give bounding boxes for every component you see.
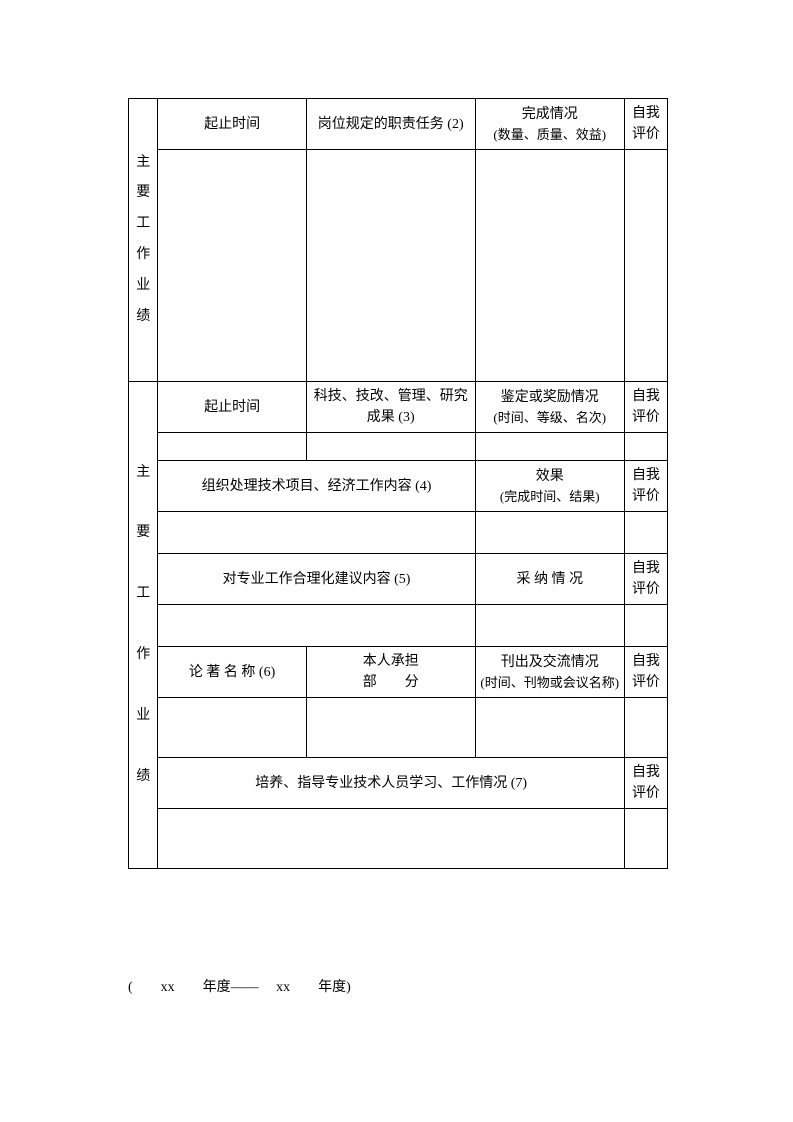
section1-data-completion xyxy=(475,150,624,382)
section2-row4-data-part xyxy=(306,698,475,758)
section2-row2-header-project: 组织处理技术项目、经济工作内容 (4) xyxy=(158,461,475,512)
section2-row2-data-project xyxy=(158,512,475,554)
section2-row3-data-eval xyxy=(624,605,667,647)
section2-row5-header-training: 培养、指导专业技术人员学习、工作情况 (7) xyxy=(158,758,624,809)
section2-row3-header-suggest: 对专业工作合理化建议内容 (5) xyxy=(158,554,475,605)
section2-row1-data-time xyxy=(158,433,306,461)
section2-row1-header-eval: 自我 评价 xyxy=(624,382,667,433)
section2-row4-data-publication xyxy=(158,698,306,758)
section2-row5-header-eval: 自我 评价 xyxy=(624,758,667,809)
section2-row1-header-result: 科技、技改、管理、研究成果 (3) xyxy=(306,382,475,433)
section1-header-time: 起止时间 xyxy=(158,99,306,150)
section1-data-eval xyxy=(624,150,667,382)
section2-row2-data-eval xyxy=(624,512,667,554)
section2-row5-data-eval xyxy=(624,809,667,869)
section2-row4-header-publish: 刊出及交流情况 (时间、刊物或会议名称) xyxy=(475,647,624,698)
section2-row2-header-eval: 自我 评价 xyxy=(624,461,667,512)
section2-row4-data-eval xyxy=(624,698,667,758)
section1-header-completion: 完成情况 (数量、质量、效益) xyxy=(475,99,624,150)
section1-header-eval: 自我 评价 xyxy=(624,99,667,150)
section2-row5-data-training xyxy=(158,809,624,869)
section2-row1-data-award xyxy=(475,433,624,461)
section2-row2-data-effect xyxy=(475,512,624,554)
section1-data-duty xyxy=(306,150,475,382)
section2-row1-data-eval xyxy=(624,433,667,461)
footer-year-range: ( xx 年度—— xx 年度) xyxy=(128,976,351,996)
section2-row3-data-adopt xyxy=(475,605,624,647)
section2-row1-header-time: 起止时间 xyxy=(158,382,306,433)
section2-row1-data-result xyxy=(306,433,475,461)
section1-header-duty: 岗位规定的职责任务 (2) xyxy=(306,99,475,150)
section2-row3-header-eval: 自我 评价 xyxy=(624,554,667,605)
section2-row4-data-publish xyxy=(475,698,624,758)
section2-row2-header-effect: 效果 (完成时间、结果) xyxy=(475,461,624,512)
section2-row1-header-award: 鉴定或奖励情况 (时间、等级、名次) xyxy=(475,382,624,433)
section2-row3-data-suggest xyxy=(158,605,475,647)
section2-label: 主 要 工 作 业 绩 xyxy=(129,382,158,869)
section1-label: 主 要 工 作 业 绩 xyxy=(129,99,158,382)
form-table: 主 要 工 作 业 绩 起止时间 岗位规定的职责任务 (2) 完成情况 (数量、… xyxy=(128,98,668,869)
section2-row3-header-adopt: 采 纳 情 况 xyxy=(475,554,624,605)
section2-row4-header-publication: 论 著 名 称 (6) xyxy=(158,647,306,698)
section1-data-time xyxy=(158,150,306,382)
form-table-container: 主 要 工 作 业 绩 起止时间 岗位规定的职责任务 (2) 完成情况 (数量、… xyxy=(128,98,668,869)
section2-row4-header-part: 本人承担 部 分 xyxy=(306,647,475,698)
section2-row4-header-eval: 自我 评价 xyxy=(624,647,667,698)
